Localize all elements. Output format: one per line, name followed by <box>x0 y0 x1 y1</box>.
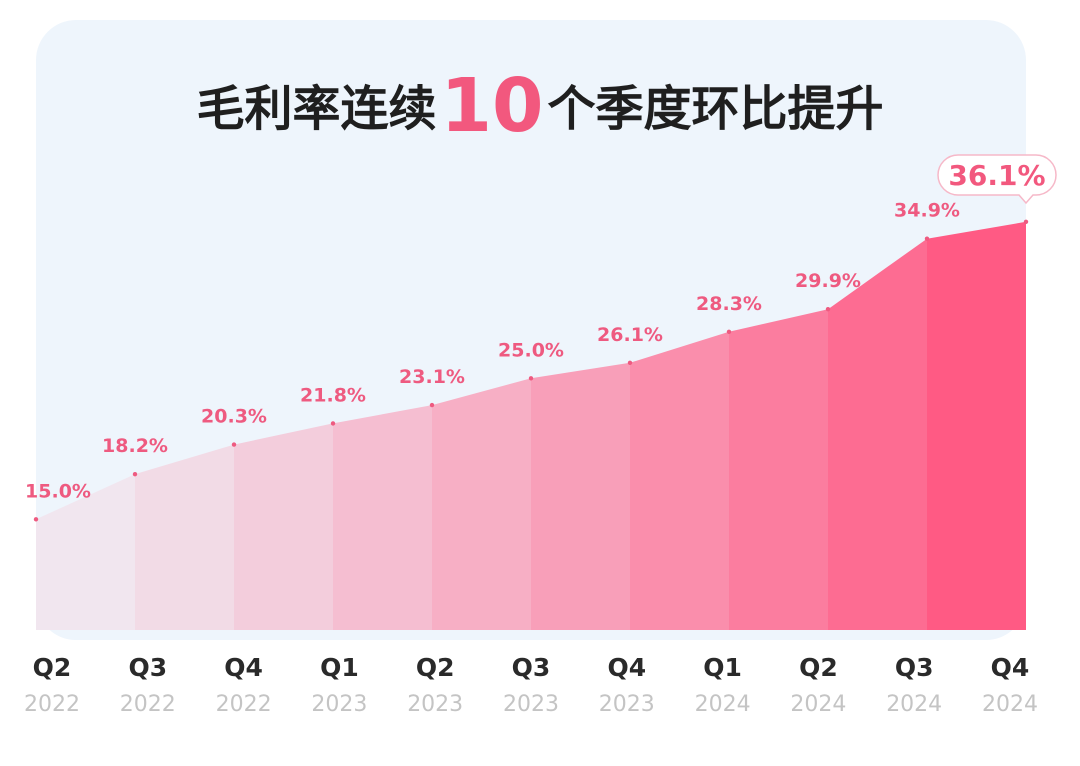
x-tick-year: 2023 <box>503 692 559 717</box>
x-tick-year: 2024 <box>790 692 847 717</box>
area-segment <box>531 362 630 630</box>
x-tick: Q3 2023 <box>481 648 581 722</box>
x-tick-year: 2024 <box>694 692 751 717</box>
x-tick-year: 2024 <box>886 692 943 717</box>
x-tick-year: 2023 <box>598 692 655 717</box>
data-point <box>627 360 633 365</box>
title-number: 10 <box>440 63 544 149</box>
data-point <box>330 421 336 426</box>
x-tick-quarter: Q4 <box>607 653 647 682</box>
data-label: 29.9% <box>795 270 861 292</box>
area-segment <box>333 405 432 630</box>
area-segment <box>729 309 828 630</box>
x-tick-quarter: Q2 <box>799 653 838 682</box>
data-point <box>33 517 39 522</box>
data-label: 20.3% <box>201 406 267 428</box>
data-label: 26.1% <box>597 324 663 346</box>
data-label: 25.0% <box>498 339 564 361</box>
data-label: 36.1% <box>948 159 1045 192</box>
x-tick-quarter: Q1 <box>320 653 359 682</box>
data-label: 34.9% <box>894 200 960 222</box>
data-point <box>231 442 237 447</box>
x-tick-quarter: Q3 <box>511 653 551 682</box>
area-segment <box>135 444 234 630</box>
x-tick-year: 2022 <box>215 692 272 717</box>
x-tick-quarter: Q2 <box>415 653 455 682</box>
x-tick-quarter: Q1 <box>703 653 742 682</box>
area-segment <box>927 221 1026 631</box>
x-tick-year: 2022 <box>119 692 176 717</box>
x-tick: Q4 2023 <box>577 648 677 722</box>
x-axis: Q2 2022 Q3 2022 Q4 2022 Q1 2023 Q2 2023 Q3 2023 Q4 20… <box>0 648 1080 738</box>
x-tick: Q2 2023 <box>385 648 485 722</box>
area-segment <box>36 474 135 630</box>
data-point <box>924 236 930 241</box>
title-prefix: 毛利率连续 <box>196 81 437 137</box>
chart-title: 毛利率连续10个季度环比提升 <box>0 66 1080 149</box>
area-segment <box>234 423 333 630</box>
x-tick: Q2 2024 <box>768 648 868 722</box>
data-label: 15.0% <box>25 480 91 502</box>
data-point <box>528 376 534 381</box>
x-tick-quarter: Q3 <box>894 653 934 682</box>
x-tick: Q3 2022 <box>98 648 198 722</box>
x-tick: Q1 2024 <box>673 648 773 722</box>
x-tick-quarter: Q4 <box>224 653 263 682</box>
x-tick-year: 2023 <box>407 692 464 717</box>
x-tick: Q4 2024 <box>960 648 1060 722</box>
area-segment <box>432 378 531 630</box>
x-tick: Q1 2023 <box>289 648 389 722</box>
title-suffix: 个季度环比提升 <box>547 81 884 137</box>
x-tick-year: 2023 <box>311 692 368 717</box>
highlight-bubble <box>937 154 1057 205</box>
x-tick-year: 2022 <box>24 692 80 717</box>
x-tick: Q3 2024 <box>864 648 964 722</box>
x-tick-quarter: Q2 <box>32 653 72 682</box>
data-point <box>825 307 831 312</box>
x-tick: Q2 2022 <box>2 648 102 722</box>
x-tick-quarter: Q3 <box>128 653 168 682</box>
data-point <box>132 471 138 477</box>
data-point <box>726 329 732 334</box>
area-segment <box>630 331 729 630</box>
data-label: 18.2% <box>102 435 168 457</box>
area-segment <box>828 238 927 630</box>
x-tick: Q4 2022 <box>194 648 294 722</box>
x-tick-year: 2024 <box>982 692 1038 717</box>
data-label: 23.1% <box>399 366 465 388</box>
x-tick-quarter: Q4 <box>990 653 1030 682</box>
data-point <box>429 402 435 408</box>
data-label: 21.8% <box>300 384 366 406</box>
data-label: 28.3% <box>696 293 762 315</box>
data-point <box>1023 219 1029 224</box>
